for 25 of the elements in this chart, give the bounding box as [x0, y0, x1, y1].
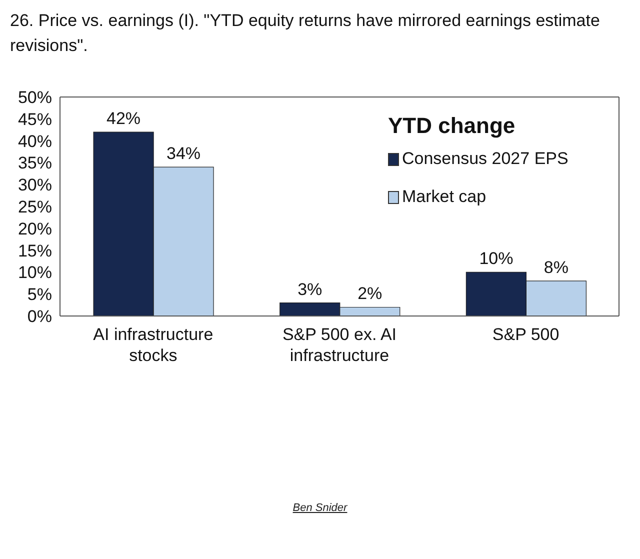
- data-label: 10%: [479, 249, 514, 268]
- y-tick-label: 0%: [27, 307, 52, 326]
- data-label: 34%: [166, 144, 201, 164]
- y-tick-label: 15%: [18, 241, 52, 260]
- legend-label: Consensus 2027 EPS: [401, 149, 570, 169]
- y-tick-label: 20%: [18, 219, 52, 238]
- legend-label: Market cap: [401, 187, 488, 207]
- chart-title: 26. Price vs. earnings (I). "YTD equity returns have mirrored earnings estimate revisions".: [10, 10, 601, 57]
- data-label: 2%: [358, 284, 382, 304]
- x-tick-label: S&P 500 ex. AI infrastructure: [282, 325, 397, 365]
- x-tick-label: S&P 500: [492, 325, 560, 344]
- x-tick-label: AI infrastructure stocks: [93, 325, 214, 365]
- legend-title: YTD change: [388, 113, 516, 139]
- y-tick-label: 35%: [18, 154, 52, 173]
- y-tick-label: 30%: [18, 176, 52, 195]
- data-label: 3%: [298, 280, 322, 299]
- y-tick-label: 40%: [18, 132, 52, 151]
- text: Ben Snider: [292, 502, 348, 514]
- data-label: 8%: [544, 258, 568, 277]
- y-tick-label: 25%: [18, 198, 52, 217]
- y-tick-label: 50%: [18, 88, 52, 108]
- y-tick-label: 10%: [18, 263, 52, 282]
- y-tick-label: 45%: [18, 110, 52, 129]
- data-label: 42%: [106, 109, 141, 128]
- y-tick-label: 5%: [27, 285, 52, 304]
